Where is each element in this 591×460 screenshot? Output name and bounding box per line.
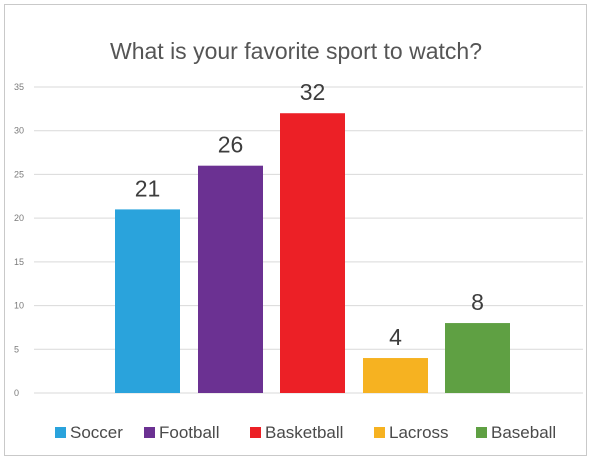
bar-basketball bbox=[280, 113, 345, 393]
data-label-baseball: 8 bbox=[471, 289, 484, 315]
legend-swatch bbox=[250, 427, 261, 438]
legend-item-soccer: Soccer bbox=[55, 423, 123, 442]
y-tick-label: 5 bbox=[14, 344, 19, 354]
legend-item-basketball: Basketball bbox=[250, 423, 343, 442]
data-label-lacross: 4 bbox=[389, 324, 402, 350]
y-tick-label: 20 bbox=[14, 213, 24, 223]
data-labels: 21 26 32 4 8 bbox=[135, 79, 484, 350]
legend-swatch bbox=[476, 427, 487, 438]
bar-soccer bbox=[115, 209, 180, 393]
legend-swatch bbox=[144, 427, 155, 438]
data-label-soccer: 21 bbox=[135, 175, 161, 201]
bar-baseball bbox=[445, 323, 510, 393]
bars bbox=[115, 113, 510, 393]
bar-football bbox=[198, 165, 263, 393]
legend-item-lacross: Lacross bbox=[374, 423, 449, 442]
legend-label: Basketball bbox=[265, 423, 343, 442]
legend-item-baseball: Baseball bbox=[476, 423, 556, 442]
y-tick-label: 10 bbox=[14, 301, 24, 311]
legend: Soccer Football Basketball Lacross Baseball bbox=[55, 423, 556, 442]
data-label-football: 26 bbox=[218, 132, 244, 158]
y-tick-label: 0 bbox=[14, 388, 19, 398]
legend-label: Soccer bbox=[70, 423, 123, 442]
y-axis-ticks: 0 5 10 15 20 25 30 35 bbox=[14, 82, 24, 398]
bar-chart: What is your favorite sport to watch? 0 5… bbox=[14, 38, 583, 442]
legend-swatch bbox=[55, 427, 66, 438]
y-tick-label: 30 bbox=[14, 126, 24, 136]
legend-label: Lacross bbox=[389, 423, 449, 442]
y-tick-label: 25 bbox=[14, 169, 24, 179]
data-label-basketball: 32 bbox=[300, 79, 326, 105]
bar-lacross bbox=[363, 358, 428, 393]
y-tick-label: 15 bbox=[14, 257, 24, 267]
legend-label: Football bbox=[159, 423, 219, 442]
legend-swatch bbox=[374, 427, 385, 438]
legend-item-football: Football bbox=[144, 423, 219, 442]
y-tick-label: 35 bbox=[14, 82, 24, 92]
chart-frame: What is your favorite sport to watch? 0 5… bbox=[4, 4, 587, 456]
legend-label: Baseball bbox=[491, 423, 556, 442]
chart-title: What is your favorite sport to watch? bbox=[110, 38, 482, 64]
